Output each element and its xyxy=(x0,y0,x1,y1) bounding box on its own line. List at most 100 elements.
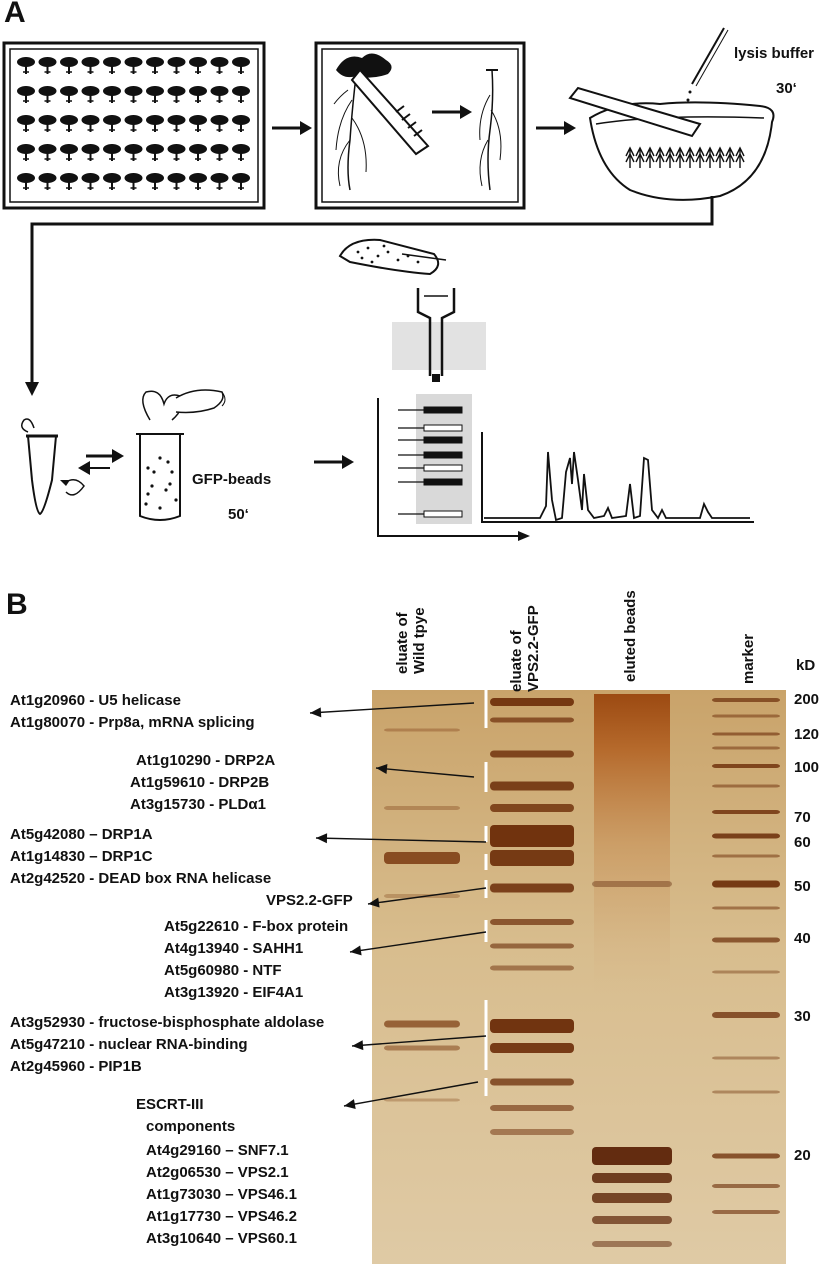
wild-type-band xyxy=(384,728,460,732)
wild-type-band xyxy=(384,806,460,810)
beads-time-label: 50‘ xyxy=(228,506,249,523)
kd-tick-60: 60 xyxy=(794,834,811,851)
root-fragment xyxy=(675,146,685,168)
chromatogram xyxy=(481,432,754,523)
kd-tick-40: 40 xyxy=(794,930,811,947)
pipette-dot xyxy=(386,250,390,254)
pointer-arrow-line xyxy=(367,887,487,905)
pipette-dot xyxy=(396,258,400,262)
gfp-beads-label: GFP-beads xyxy=(192,471,272,488)
root-fragment xyxy=(725,146,735,168)
protein-label-sahh1: At4g13940 - SAHH1 xyxy=(164,940,304,957)
arrow-to-analysis xyxy=(314,455,354,469)
marker-band xyxy=(712,1184,780,1188)
protein-label-ntf: At5g60980 - NTF xyxy=(164,962,282,979)
gel-spot xyxy=(423,406,463,414)
root-fragment xyxy=(735,146,745,168)
beads-lane-band xyxy=(592,1173,672,1183)
pipette-dot xyxy=(356,250,360,254)
protein-label-eif4a1: At3g13920 - EIF4A1 xyxy=(164,984,304,1001)
kd-tick-120: 120 xyxy=(794,726,820,743)
root-fragment xyxy=(655,146,665,168)
pointer-arrowhead xyxy=(310,707,322,718)
marker-band xyxy=(712,764,780,768)
marker-band xyxy=(712,880,780,888)
pipette-dot xyxy=(416,260,420,264)
protein-label-drp1c: At1g14830 – DRP1C xyxy=(10,848,153,865)
gel-spot xyxy=(423,436,463,444)
gfp-lane-band xyxy=(490,781,574,791)
injection-apparatus xyxy=(338,238,486,382)
gfp-lane-band xyxy=(490,1105,574,1111)
beads-lane-band xyxy=(592,1241,672,1247)
protein-label-pld-alpha1: At3g15730 - PLDα1 xyxy=(130,796,266,813)
root-cutting-box xyxy=(314,41,526,210)
pipette-dot xyxy=(360,256,364,260)
lane-label-eluted-beads: eluted beads xyxy=(622,590,639,682)
pipette-dot xyxy=(406,254,410,258)
bead-dot xyxy=(146,492,150,496)
protein-label-drp2a: At1g10290 - DRP2A xyxy=(136,752,276,769)
gel-spot xyxy=(423,478,463,486)
bead-dot xyxy=(166,460,170,464)
marker-band xyxy=(712,1012,780,1018)
pointer-arrow-line xyxy=(351,1035,487,1047)
double-arrow xyxy=(78,449,124,475)
protein-label-escrt-iii: ESCRT-III xyxy=(136,1096,204,1113)
bead-dot xyxy=(168,482,172,486)
kd-tick-20: 20 xyxy=(794,1147,811,1164)
protein-label-drp2b: At1g59610 - DRP2B xyxy=(130,774,270,791)
pipette-dot xyxy=(366,246,370,250)
kd-unit-label: kD xyxy=(796,657,816,674)
gfp-lane-band xyxy=(490,965,574,971)
gfp-lane-band xyxy=(490,717,574,723)
gel-spot xyxy=(423,451,463,459)
protein-label-drp1a: At5g42080 – DRP1A xyxy=(10,826,153,843)
protein-label-pip1b: At2g45960 - PIP1B xyxy=(10,1058,142,1075)
marker-band xyxy=(712,784,780,788)
kd-tick-70: 70 xyxy=(794,809,811,826)
root-fragment xyxy=(625,146,635,168)
panel-a-label: A xyxy=(4,0,26,29)
marker-band xyxy=(712,937,780,943)
gel-spot xyxy=(423,510,463,518)
lysis-time-label: 30‘ xyxy=(776,80,797,97)
pointer-arrow-line xyxy=(349,931,487,953)
bead-dot xyxy=(158,506,162,510)
panel-b-label: B xyxy=(6,588,28,621)
protein-label-f-box: At5g22610 - F-box protein xyxy=(164,918,349,935)
root-fragment xyxy=(705,146,715,168)
protein-label-prp8a: At1g80070 - Prp8a, mRNA splicing xyxy=(10,714,255,731)
protein-label-aldolase: At3g52930 - fructose-bisphosphate aldola… xyxy=(10,1014,325,1031)
root-fragment xyxy=(695,146,705,168)
marker-band xyxy=(712,746,780,750)
pointer-arrowhead xyxy=(376,764,388,774)
pointer-arrowhead xyxy=(350,945,362,956)
marker-band xyxy=(712,714,780,718)
lane-label-line1: eluted beads xyxy=(622,590,639,682)
gfp-lane-band xyxy=(490,1129,574,1135)
bead-dot xyxy=(152,470,156,474)
arrow-root-to-mortar xyxy=(536,121,576,135)
bead-dot xyxy=(174,498,178,502)
kd-tick-200: 200 xyxy=(794,691,820,708)
marker-band xyxy=(712,854,780,858)
protein-label-u5-helicase: At1g20960 - U5 helicase xyxy=(10,692,181,709)
bead-dot xyxy=(164,488,168,492)
pointer-arrowhead xyxy=(344,1099,356,1109)
lane-label-line1: eluate of xyxy=(508,630,525,692)
marker-band xyxy=(712,810,780,814)
mortar-and-pestle xyxy=(568,27,775,201)
pipette-dot xyxy=(370,260,374,264)
wild-type-band xyxy=(384,852,460,864)
gfp-lane-band xyxy=(490,883,574,893)
lane-label-marker: marker xyxy=(740,634,757,684)
gfp-lane-band xyxy=(490,919,574,925)
gfp-lane-band xyxy=(490,750,574,758)
marker-band xyxy=(712,1056,780,1060)
gfp-lane-band xyxy=(490,804,574,812)
lane-label-vps22-gfp: eluate of VPS2.2-GFP xyxy=(508,605,542,692)
gfp-lane-band xyxy=(490,943,574,949)
gel-spot xyxy=(423,424,463,432)
